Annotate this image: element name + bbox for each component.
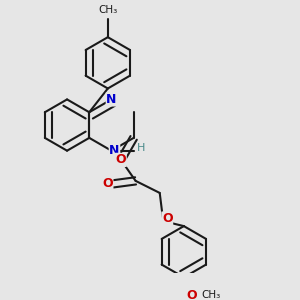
Text: CH₃: CH₃ [201, 290, 220, 300]
Text: N: N [109, 144, 120, 157]
Text: O: O [116, 153, 126, 167]
Text: O: O [162, 212, 172, 225]
Text: N: N [106, 93, 117, 106]
Text: CH₃: CH₃ [98, 4, 117, 15]
Text: O: O [102, 177, 113, 190]
Text: O: O [186, 289, 197, 300]
Text: H: H [136, 143, 145, 153]
